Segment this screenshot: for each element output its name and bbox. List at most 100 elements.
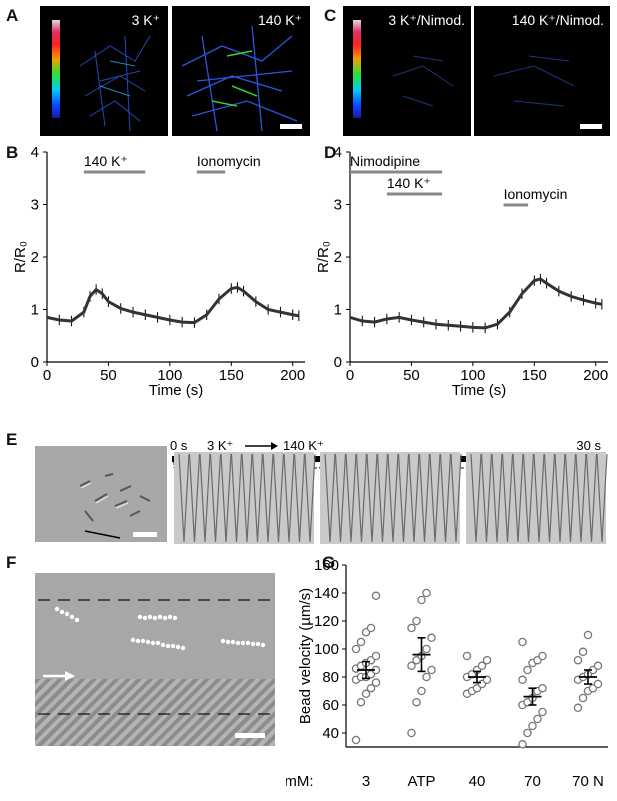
y-tick-label: 160 <box>314 557 339 574</box>
label-3k: 3 K⁺ <box>131 12 160 28</box>
data-point <box>371 651 381 661</box>
data-point <box>351 644 361 654</box>
data-point <box>356 637 366 647</box>
y-tick-label: 3 <box>31 197 39 214</box>
micrograph-e <box>35 446 167 542</box>
data-point <box>417 595 426 605</box>
data-point <box>538 651 547 661</box>
scale-bar <box>580 124 602 129</box>
data-point <box>523 665 532 675</box>
data-point <box>412 697 421 707</box>
color-scale-bar <box>353 20 361 118</box>
data-point <box>422 644 431 654</box>
kymographs <box>174 452 608 544</box>
data-point <box>518 637 527 647</box>
category-label: ATP <box>407 773 435 790</box>
x-tick-label: 150 <box>219 367 244 384</box>
x-tick-label: 100 <box>157 367 182 384</box>
data-point <box>361 689 371 699</box>
panel-label-a: A <box>6 6 19 25</box>
data-point <box>412 616 421 626</box>
data-point <box>482 655 492 665</box>
data-point <box>351 735 361 745</box>
y-tick-label: 1 <box>31 302 39 319</box>
kymograph-panel: 0 s 3 K⁺ 140 K⁺ 30 s <box>170 438 608 544</box>
y-tick-label: 80 <box>322 669 339 686</box>
data-point <box>366 683 376 693</box>
data-point <box>407 623 416 633</box>
panel-label-e: E <box>6 430 18 449</box>
y-axis-label: R/R₀ <box>315 241 332 273</box>
micrograph-a-right: 140 K⁺ <box>172 6 310 136</box>
micrograph-c-left: 3 K⁺/Nimod. <box>343 6 471 136</box>
data-point <box>366 623 376 633</box>
panel-label-f: F <box>6 553 17 572</box>
x-tick-label: 200 <box>583 367 608 384</box>
category-label: 3 <box>362 773 370 790</box>
data-point <box>427 633 436 643</box>
x-tick-label: 50 <box>403 367 420 384</box>
label-140k-nimod: 140 K⁺/Nimod. <box>511 12 604 28</box>
panel-label-g: G <box>322 553 336 572</box>
y-tick-label: 100 <box>314 641 339 658</box>
micrograph-c-right: 140 K⁺/Nimod. <box>474 6 610 136</box>
stimulus-label: 140 K⁺ <box>387 175 431 191</box>
data-point <box>573 703 583 713</box>
category-label: 40 <box>469 773 486 790</box>
panel-label-c: C <box>324 6 337 25</box>
scale-bar <box>235 733 265 738</box>
x-tick-label: 100 <box>460 367 485 384</box>
scale-bar <box>133 532 157 537</box>
category-label: 70 <box>524 773 541 790</box>
data-point <box>593 679 603 689</box>
stimulus-label: Ionomycin <box>504 186 568 202</box>
mean-trace <box>349 277 603 330</box>
chart-d: 0 1 2 3 4 0 50 100 150 200 Time (s) R/R₀ Nimodipine 1… <box>315 144 608 399</box>
micrograph-f <box>35 573 275 746</box>
data-point <box>477 661 487 671</box>
y-tick-label: 2 <box>31 249 39 266</box>
data-point <box>371 591 381 601</box>
data-point <box>583 630 593 640</box>
arrow-head-icon <box>271 442 278 450</box>
data-point <box>578 693 588 703</box>
x-axis-label: Time (s) <box>149 382 203 399</box>
chart-b: 0 1 2 3 4 0 50 100 150 200 Time (s) R/R₀ 140 K⁺ Ionom… <box>12 144 305 399</box>
data-point <box>422 588 431 598</box>
data-point <box>422 672 431 682</box>
data-point <box>427 665 436 675</box>
label-140k: 140 K⁺ <box>258 12 302 28</box>
data-point <box>518 675 527 685</box>
data-point <box>417 686 426 696</box>
y-tick-label: 4 <box>334 144 342 161</box>
time-end: 30 s <box>576 438 601 453</box>
data-point <box>482 675 492 685</box>
panel-label-d: D <box>324 143 337 162</box>
data-point <box>407 661 416 671</box>
data-point <box>528 721 537 731</box>
panel-label-b: B <box>6 143 19 162</box>
data-point <box>371 678 381 687</box>
data-point <box>533 714 542 724</box>
y-tick-label: 0 <box>31 354 39 371</box>
condition-from: 3 K⁺ <box>207 438 233 453</box>
scale-bar <box>280 124 302 129</box>
data-point <box>462 651 472 661</box>
x-tick-label: 150 <box>522 367 547 384</box>
data-point <box>538 707 547 717</box>
micrograph-a-left: 3 K⁺ <box>40 6 168 136</box>
mean-trace <box>46 285 300 325</box>
data-point <box>518 739 527 749</box>
data-point <box>356 697 366 707</box>
y-tick-label: 60 <box>322 697 339 714</box>
y-tick-label: 120 <box>314 613 339 630</box>
stimulus-label: Nimodipine <box>350 153 420 169</box>
y-tick-label: 40 <box>322 725 339 742</box>
label-3k-nimod: 3 K⁺/Nimod. <box>388 12 465 28</box>
color-scale-bar <box>52 20 60 118</box>
stimulus-label: 140 K⁺ <box>84 153 128 169</box>
y-axis-label: R/R₀ <box>12 241 29 273</box>
data-point <box>573 655 583 665</box>
x-tick-label: 0 <box>43 367 51 384</box>
